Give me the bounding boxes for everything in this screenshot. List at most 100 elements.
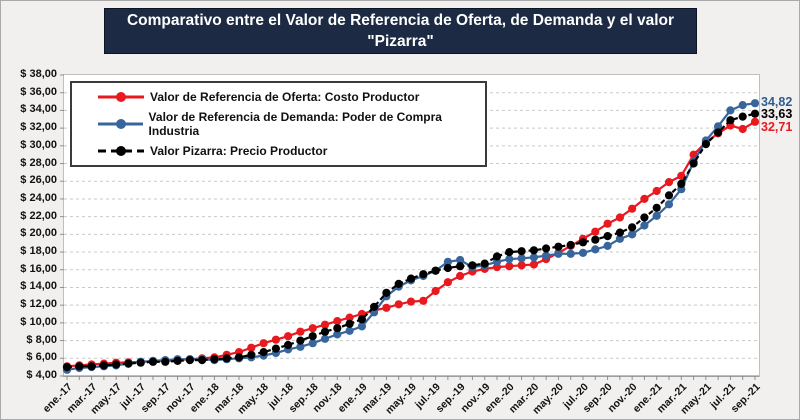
data-point-pizarra — [615, 228, 625, 237]
legend-label: Valor de Referencia de Oferta: Costo Pro… — [150, 90, 420, 104]
data-point-demanda — [333, 330, 342, 339]
data-point-pizarra — [259, 348, 268, 357]
y-axis-tick-label: $ 38,00 — [20, 68, 57, 80]
y-axis-tick-label: $ 8,00 — [26, 333, 57, 346]
data-point-demanda — [640, 221, 649, 230]
data-point-demanda — [566, 249, 575, 258]
data-point-pizarra — [443, 263, 452, 273]
y-axis-tick-label: $ 12,00 — [20, 298, 57, 311]
data-point-pizarra — [382, 288, 391, 297]
data-point-demanda — [505, 255, 514, 264]
data-point-oferta — [677, 171, 686, 180]
data-point-pizarra — [456, 262, 465, 271]
data-point-demanda — [443, 257, 452, 266]
data-point-pizarra — [210, 355, 219, 364]
data-point-pizarra — [271, 344, 280, 353]
data-point-pizarra — [689, 159, 698, 168]
data-point-oferta — [394, 300, 403, 309]
data-point-pizarra — [308, 332, 317, 341]
data-point-pizarra — [198, 356, 207, 365]
data-point-pizarra — [566, 240, 575, 250]
data-point-oferta — [308, 324, 317, 333]
data-point-pizarra — [320, 327, 330, 336]
series-line-pizarra — [66, 112, 756, 369]
data-point-pizarra — [370, 302, 379, 311]
data-point-pizarra — [173, 356, 182, 365]
y-axis-tick-label: $ 28,00 — [20, 156, 57, 169]
data-point-demanda — [738, 101, 747, 110]
data-point-demanda — [664, 200, 674, 209]
data-point-demanda — [345, 326, 354, 335]
data-point-pizarra — [591, 235, 600, 244]
data-point-pizarra — [492, 252, 502, 261]
data-point-pizarra — [480, 259, 489, 268]
data-point-oferta — [284, 332, 293, 341]
data-point-demanda — [308, 339, 317, 348]
y-axis-tick-label: $ 10,00 — [20, 315, 57, 328]
data-point-pizarra — [505, 248, 514, 257]
data-point-demanda — [726, 106, 735, 115]
data-point-pizarra — [554, 242, 563, 251]
data-point-pizarra — [99, 361, 108, 370]
data-point-oferta — [259, 339, 268, 348]
data-point-pizarra — [431, 266, 440, 275]
data-point-oferta — [271, 335, 280, 344]
data-point-pizarra — [333, 324, 342, 333]
y-axis-tick-label: $ 32,00 — [20, 121, 57, 134]
data-point-oferta — [615, 213, 625, 222]
data-point-pizarra — [112, 360, 121, 369]
data-point-oferta — [591, 227, 600, 236]
legend-marker-sample — [116, 146, 126, 156]
y-axis-tick-label: $ 4,00 — [26, 369, 57, 381]
data-point-demanda — [750, 99, 760, 108]
chart-canvas — [60, 74, 760, 380]
legend-line-marker-icon — [98, 119, 143, 129]
data-point-demanda — [542, 251, 551, 260]
data-point-pizarra — [677, 179, 686, 188]
data-point-oferta — [406, 297, 416, 306]
data-point-oferta — [333, 317, 342, 326]
y-axis-tick-label: $ 6,00 — [26, 351, 57, 364]
legend-line-marker-icon — [98, 146, 144, 156]
data-point-pizarra — [357, 315, 366, 324]
y-axis-tick-label: $ 34,00 — [20, 103, 57, 116]
data-point-oferta — [628, 204, 637, 213]
data-point-demanda — [628, 230, 637, 239]
data-point-oferta — [456, 271, 465, 281]
legend-entry-pizarra: Valor Pizarra: Precio Productor — [98, 144, 485, 158]
data-point-oferta — [382, 303, 391, 312]
data-point-oferta — [738, 124, 747, 134]
data-point-oferta — [345, 313, 354, 322]
data-point-demanda — [529, 253, 538, 262]
data-point-pizarra — [578, 238, 588, 247]
data-point-demanda — [714, 122, 723, 131]
legend: Valor de Referencia de Oferta: Costo Pro… — [70, 81, 487, 167]
data-point-demanda — [603, 241, 612, 250]
data-point-pizarra — [406, 274, 416, 283]
legend-marker-sample — [116, 119, 126, 129]
y-axis-tick-label: $ 18,00 — [20, 245, 57, 258]
data-point-demanda — [652, 211, 661, 220]
data-point-pizarra — [222, 354, 231, 363]
data-point-oferta — [505, 262, 514, 271]
data-point-pizarra — [185, 356, 194, 365]
data-point-oferta — [419, 296, 428, 305]
data-point-pizarra — [529, 246, 538, 255]
chart-title: Comparativo entre el Valor de Referencia… — [104, 8, 697, 54]
data-point-demanda — [517, 254, 526, 263]
data-point-oferta — [603, 219, 612, 228]
y-axis-tick-label: $ 36,00 — [20, 85, 57, 98]
data-point-pizarra — [247, 350, 256, 359]
chart-title-text: Comparativo entre el Valor de Referencia… — [126, 12, 674, 50]
end-value-label: 33,63 — [761, 107, 793, 122]
legend-entry-oferta: Valor de Referencia de Oferta: Costo Pro… — [98, 90, 485, 104]
data-point-pizarra — [75, 362, 84, 371]
data-point-pizarra — [468, 261, 477, 270]
data-point-pizarra — [640, 213, 649, 222]
data-point-pizarra — [62, 363, 72, 372]
data-point-pizarra — [87, 362, 96, 371]
legend-line-marker-icon — [98, 92, 144, 102]
data-point-pizarra — [750, 109, 760, 118]
data-point-pizarra — [296, 336, 305, 345]
data-point-pizarra — [603, 232, 612, 241]
